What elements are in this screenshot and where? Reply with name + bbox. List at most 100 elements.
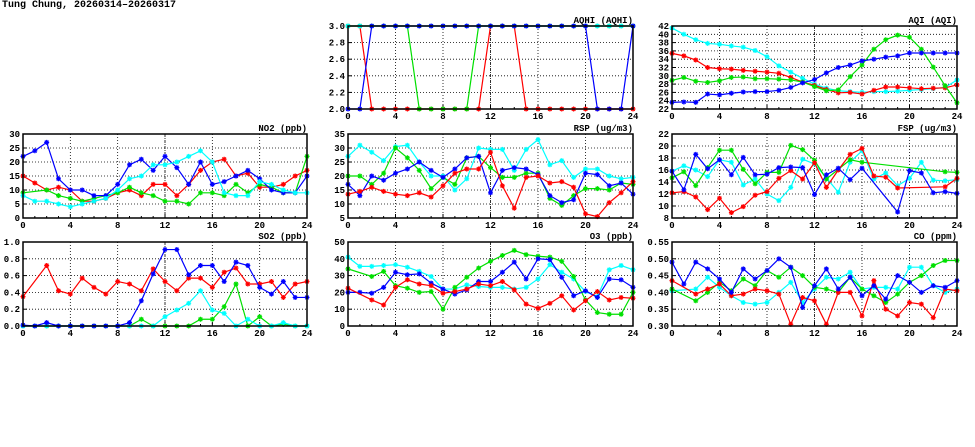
co-data-point bbox=[895, 286, 901, 292]
rsp-data-point bbox=[559, 179, 565, 185]
o3-data-point bbox=[416, 271, 422, 277]
no2-data-point bbox=[245, 170, 251, 176]
no2-data-point bbox=[150, 167, 156, 173]
co-data-point bbox=[705, 286, 711, 292]
rsp-data-point bbox=[547, 162, 553, 168]
aqi-data-point bbox=[776, 63, 782, 69]
rsp-data-point bbox=[511, 205, 517, 211]
aqi-data-point bbox=[835, 65, 841, 70]
rsp-data-point bbox=[369, 181, 375, 187]
xtick-label: 0 bbox=[345, 221, 350, 231]
fsp-data-point bbox=[895, 209, 901, 215]
co-data-point bbox=[776, 291, 782, 297]
so2-data-point bbox=[79, 275, 85, 281]
aqi-data-point bbox=[883, 54, 889, 60]
fsp-data-point bbox=[740, 182, 746, 188]
so2-data-point bbox=[127, 281, 132, 287]
fsp-data-point bbox=[788, 142, 794, 148]
so2-data-point bbox=[221, 304, 227, 310]
co-data-point bbox=[693, 286, 699, 292]
no2-data-point bbox=[138, 156, 144, 162]
page-title: Tung Chung, 20260314–20260317 bbox=[2, 0, 177, 11]
ytick-label: 2.2 bbox=[329, 88, 345, 98]
aqi-data-point bbox=[859, 58, 865, 64]
no2-data-point bbox=[162, 181, 168, 187]
rsp-data-point bbox=[499, 167, 505, 173]
o3-data-point bbox=[440, 286, 446, 292]
xtick-label: 16 bbox=[207, 329, 218, 339]
aqi-data-point bbox=[788, 84, 794, 90]
aqi-data-point bbox=[776, 70, 782, 76]
no2-data-point bbox=[221, 156, 227, 162]
no2-data-point bbox=[127, 187, 132, 193]
xtick-label: 4 bbox=[393, 221, 399, 231]
xtick-label: 12 bbox=[485, 221, 496, 231]
ytick-label: 20 bbox=[334, 288, 345, 298]
fsp-data-point bbox=[800, 165, 806, 171]
o3-data-point bbox=[559, 269, 565, 275]
co-data-point bbox=[823, 286, 829, 292]
xtick-label: 8 bbox=[764, 112, 769, 122]
so2-data-point bbox=[174, 288, 180, 294]
o3-data-point bbox=[440, 290, 446, 296]
aqi-data-point bbox=[918, 46, 924, 52]
xtick-label: 16 bbox=[857, 221, 868, 231]
o3-data-point bbox=[357, 289, 363, 295]
co-data-point bbox=[918, 264, 924, 270]
co-data-point bbox=[776, 256, 782, 262]
ytick-label: 15 bbox=[9, 172, 20, 182]
o3-data-point bbox=[606, 311, 612, 317]
aqi-data-point bbox=[776, 87, 782, 93]
co-data-point bbox=[800, 299, 806, 305]
so2-data-point bbox=[257, 314, 263, 320]
o3-title: O3 (ppb) bbox=[590, 232, 633, 242]
rsp-data-point bbox=[535, 137, 541, 143]
aqi-data-point bbox=[681, 74, 687, 80]
so2-data-point bbox=[221, 278, 227, 284]
rsp-data-point bbox=[523, 170, 529, 176]
rsp-data-point bbox=[464, 166, 470, 172]
o3-data-point bbox=[618, 294, 624, 300]
ytick-label: 25 bbox=[9, 144, 20, 154]
co-data-point bbox=[835, 286, 841, 292]
rsp-data-point bbox=[559, 158, 565, 164]
no2-data-point bbox=[221, 190, 227, 196]
fsp-data-point bbox=[847, 157, 853, 163]
o3-data-point bbox=[416, 268, 422, 274]
no2-data-point bbox=[257, 176, 263, 182]
aqi-data-point bbox=[847, 74, 853, 80]
co-data-point bbox=[859, 286, 865, 292]
rsp-data-point bbox=[523, 174, 529, 180]
no2-data-point bbox=[209, 181, 215, 187]
o3-data-point bbox=[606, 276, 612, 282]
aqi-data-point bbox=[847, 62, 853, 68]
xtick-label: 16 bbox=[857, 112, 868, 122]
aqi-data-point bbox=[930, 85, 936, 91]
o3-data-point bbox=[618, 263, 624, 269]
ytick-label: 10 bbox=[9, 186, 20, 196]
rsp-data-point bbox=[369, 149, 375, 155]
o3-data-point bbox=[381, 284, 387, 290]
no2-data-point bbox=[150, 193, 156, 199]
co-data-point bbox=[847, 289, 853, 295]
fsp-data-point bbox=[776, 165, 782, 171]
rsp-data-point bbox=[416, 167, 422, 173]
no2-data-point bbox=[91, 193, 97, 199]
ytick-label: 26 bbox=[658, 88, 669, 98]
rsp-plot-frame bbox=[347, 133, 634, 219]
no2-data-point bbox=[198, 148, 203, 154]
co-data-point bbox=[930, 283, 936, 289]
aqhi-panel: AQHI (AQHI) 2.0 2.2 2.4 2.6 2.8 3.0 0 4 8 12 16 20 24 bbox=[329, 16, 639, 122]
aqi-data-point bbox=[871, 46, 877, 52]
ytick-label: 15 bbox=[334, 186, 345, 196]
o3-data-point bbox=[499, 269, 505, 275]
fsp-data-point bbox=[681, 169, 687, 175]
aqi-data-point bbox=[930, 50, 936, 56]
fsp-data-point bbox=[800, 156, 806, 162]
o3-data-point bbox=[499, 252, 505, 258]
o3-data-point bbox=[488, 278, 493, 284]
so2-data-point bbox=[138, 316, 144, 322]
ytick-label: 36 bbox=[658, 47, 669, 57]
aqi-data-point bbox=[728, 66, 734, 72]
o3-data-point bbox=[404, 285, 410, 291]
